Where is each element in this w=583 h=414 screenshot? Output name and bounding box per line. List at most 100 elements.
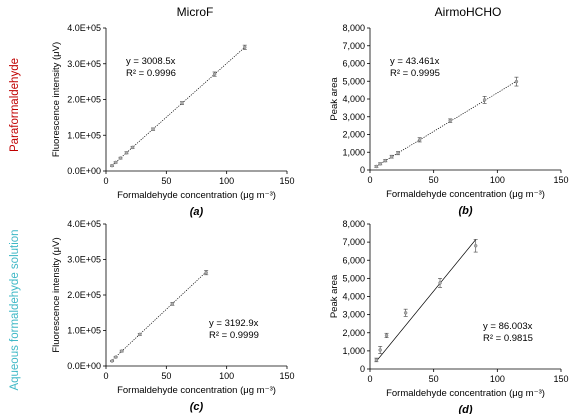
x-tick-label: 100 [490, 175, 505, 185]
x-tick-label: 50 [429, 374, 439, 384]
data-point [204, 270, 208, 275]
x-axis-title: Formaldehyde concentration (μg m⁻³) [386, 189, 545, 200]
panel-label: (d) [458, 404, 472, 414]
y-tick-label: 0 [360, 165, 365, 175]
x-tick-label: 150 [553, 175, 568, 185]
y-tick-label: 1,000 [342, 147, 365, 157]
y-tick-label: 3.0E+05 [67, 59, 101, 69]
y-tick-label: 5,000 [342, 76, 365, 86]
trendline [376, 239, 476, 362]
y-tick-label: 8,000 [342, 23, 365, 33]
data-point [378, 162, 382, 166]
x-tick-label: 0 [103, 371, 108, 381]
r-squared-label: R² = 0.9999 [209, 330, 259, 341]
y-tick-label: 2.0E+05 [67, 290, 101, 300]
x-tick-label: 150 [553, 374, 568, 384]
y-tick-label: 1.0E+05 [67, 326, 101, 336]
y-tick-label: 0 [360, 364, 365, 374]
y-axis-title: Peak area [329, 274, 340, 318]
r-squared-label: R² = 0.9815 [483, 333, 533, 344]
data-point [438, 281, 442, 285]
column-title-microf: MicroF [177, 5, 214, 19]
x-tick-label: 0 [367, 175, 372, 185]
data-point [243, 45, 247, 50]
data-point [374, 164, 379, 169]
data-point [151, 127, 155, 131]
x-tick-label: 150 [279, 371, 294, 381]
x-tick-label: 0 [367, 374, 372, 384]
x-tick-label: 100 [219, 176, 234, 186]
y-axis-title: Fluorescence intensity (μV) [51, 237, 62, 352]
data-point [482, 98, 487, 102]
y-axis-title: Peak area [329, 77, 340, 121]
data-point [374, 358, 379, 362]
data-point [396, 151, 400, 155]
data-point [113, 355, 118, 359]
y-tick-label: 2.0E+05 [67, 95, 101, 105]
data-point [113, 160, 118, 165]
y-tick-label: 2,000 [342, 328, 365, 338]
row-title-paraformaldehyde: Paraformaldehyde [9, 58, 21, 152]
y-tick-label: 4.0E+05 [67, 23, 101, 33]
column-title-airmohcho: AirmoHCHO [435, 5, 502, 19]
x-tick-label: 100 [219, 371, 234, 381]
x-tick-label: 0 [103, 176, 108, 186]
data-point [110, 163, 114, 168]
data-point [118, 156, 123, 160]
panel-label: (a) [190, 206, 204, 218]
y-tick-label: 4.0E+05 [67, 219, 101, 229]
panel-label: (b) [458, 205, 472, 217]
row-title-aqueous: Aqueous formaldehyde solution [9, 229, 21, 390]
data-point [110, 359, 114, 363]
y-tick-label: 1.0E+05 [67, 130, 101, 140]
x-axis-title: Formaldehyde concentration (μg m⁻³) [117, 190, 276, 201]
equation-label: y = 3192.9x [209, 318, 259, 329]
data-point [124, 151, 129, 155]
x-axis-title: Formaldehyde concentration (μg m⁻³) [386, 388, 545, 399]
x-tick-label: 50 [429, 175, 439, 185]
data-point [473, 244, 478, 248]
y-tick-label: 0.0E+00 [67, 166, 101, 176]
y-tick-label: 5,000 [342, 273, 365, 283]
data-point [514, 79, 519, 84]
trendline [111, 47, 245, 166]
equation-label: y = 86.003x [483, 321, 533, 332]
x-tick-label: 150 [279, 176, 294, 186]
data-point [170, 302, 175, 306]
data-point [138, 332, 142, 337]
y-tick-label: 6,000 [342, 255, 365, 265]
y-tick-label: 1,000 [342, 346, 365, 356]
equation-label: y = 3008.5x [126, 56, 176, 67]
data-point [212, 72, 217, 76]
y-tick-label: 7,000 [342, 41, 365, 51]
x-tick-label: 50 [161, 176, 171, 186]
y-tick-label: 4,000 [342, 94, 365, 104]
panel-label: (c) [190, 401, 204, 413]
y-tick-label: 0.0E+00 [67, 361, 101, 371]
data-point [384, 333, 389, 338]
data-point [119, 349, 124, 353]
r-squared-label: R² = 0.9996 [126, 68, 176, 79]
y-tick-label: 3,000 [342, 112, 365, 122]
data-point [130, 145, 135, 150]
y-tick-label: 8,000 [342, 219, 365, 229]
r-squared-label: R² = 0.9995 [390, 68, 440, 79]
data-point [403, 311, 408, 315]
x-tick-label: 50 [161, 371, 171, 381]
x-tick-label: 100 [490, 374, 505, 384]
trendline [376, 80, 517, 167]
chart-panel-1: 0.0E+00 1.0E+05 2.0E+05 3.0E+05 4.0E+05 0 50 10… [51, 23, 295, 218]
chart-panel-3: 0.0E+00 1.0E+05 2.0E+05 3.0E+05 4.0E+05 0 50 10… [51, 219, 295, 413]
y-tick-label: 4,000 [342, 292, 365, 302]
data-point [389, 154, 394, 159]
data-point [448, 118, 452, 123]
y-tick-label: 2,000 [342, 130, 365, 140]
y-tick-label: 7,000 [342, 237, 365, 247]
chart-panel-2: 0 1,000 2,000 3,000 4,000 5,000 6,000 7,000 8,00… [329, 23, 569, 217]
y-tick-label: 3,000 [342, 310, 365, 320]
y-axis-title: Fluorescence intensity (μV) [51, 42, 62, 157]
data-point [417, 138, 422, 142]
equation-label: y = 43.461x [390, 56, 440, 67]
y-tick-label: 6,000 [342, 59, 365, 69]
